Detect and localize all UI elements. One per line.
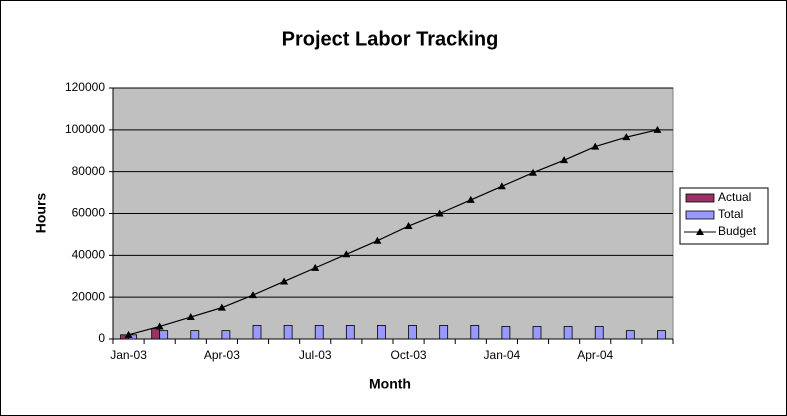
marker	[249, 291, 257, 299]
x-tick-label: Jan-04	[484, 348, 521, 362]
legend-label: Total	[718, 207, 743, 221]
x-axis-label: Month	[369, 376, 411, 392]
x-tick-label: Apr-03	[204, 348, 240, 362]
bar	[151, 328, 161, 340]
line	[128, 129, 658, 336]
marker	[124, 330, 133, 338]
marker	[622, 133, 631, 141]
x-tick-label: Oct-03	[391, 348, 427, 362]
legend-label: Actual	[718, 190, 751, 204]
legend-swatch	[685, 210, 715, 220]
bar	[594, 326, 604, 340]
marker	[280, 277, 289, 285]
bar	[252, 325, 262, 340]
bar	[190, 330, 200, 340]
legend-label: Budget	[718, 224, 757, 238]
marker	[497, 182, 506, 190]
y-tick-label: 20000	[72, 289, 106, 303]
bar	[657, 330, 666, 340]
marker	[342, 250, 351, 258]
legend-marker	[696, 228, 704, 235]
y-axis-label: Hours	[33, 193, 49, 234]
marker	[404, 222, 413, 230]
bar	[625, 330, 635, 340]
bar	[221, 330, 231, 340]
chart-title: Project Labor Tracking	[282, 28, 499, 50]
marker	[373, 236, 382, 244]
legend-swatch	[685, 193, 715, 203]
marker	[466, 195, 475, 203]
marker	[591, 142, 600, 150]
marker	[653, 125, 662, 133]
bar	[563, 326, 573, 340]
marker	[311, 263, 320, 271]
bar	[159, 330, 169, 340]
bar	[314, 325, 324, 340]
y-tick-label: 0	[98, 331, 105, 345]
x-tick-label: Apr-04	[577, 348, 613, 362]
marker	[155, 322, 164, 330]
marker	[217, 303, 226, 311]
marker	[560, 156, 569, 164]
bar	[470, 325, 480, 340]
bar	[532, 326, 542, 340]
x-tick-label: Jan-03	[110, 348, 147, 362]
y-tick-label: 120000	[65, 80, 105, 94]
x-tick-label: Jul-03	[299, 348, 332, 362]
bar	[283, 325, 293, 340]
bar	[408, 325, 417, 340]
marker	[529, 168, 537, 176]
y-tick-label: 100000	[65, 122, 105, 136]
y-tick-label: 60000	[72, 206, 106, 220]
y-tick-label: 40000	[72, 248, 106, 262]
marker	[435, 209, 444, 217]
marker	[186, 313, 195, 321]
bar	[345, 325, 355, 340]
y-tick-label: 80000	[72, 164, 106, 178]
bar	[439, 325, 449, 340]
bar	[501, 326, 511, 340]
bar	[377, 325, 386, 340]
